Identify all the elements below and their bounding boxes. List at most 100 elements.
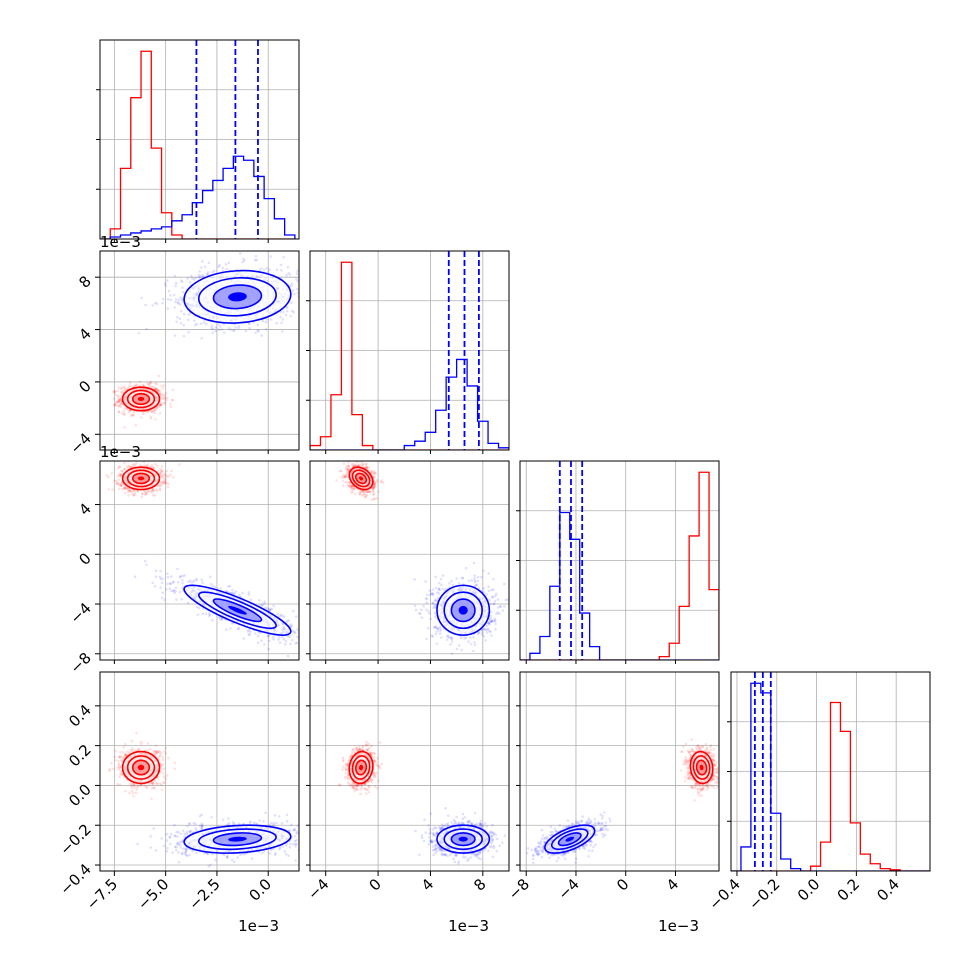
scatter-point <box>114 393 118 396</box>
scatter-point <box>344 475 347 479</box>
scatter-point <box>435 642 439 645</box>
scatter-point <box>225 267 229 271</box>
scatter-point <box>351 462 354 466</box>
scatter-point <box>278 641 282 644</box>
scatter-point <box>113 403 116 407</box>
scatter-point <box>126 490 130 494</box>
histogram-panel-2 <box>516 460 720 661</box>
scatter-point <box>205 322 208 326</box>
scatter-point <box>116 474 120 478</box>
scatter-point <box>285 619 289 623</box>
scatter-point <box>372 476 376 479</box>
scatter-point <box>377 490 380 493</box>
scatter-point <box>348 466 351 470</box>
histogram-frame <box>309 250 510 451</box>
scatter-point <box>155 302 159 306</box>
scatter-point <box>373 482 377 485</box>
scatter-point <box>361 489 364 493</box>
scatter-point <box>264 327 268 331</box>
scatter-point <box>149 489 153 493</box>
scatter-point <box>179 302 182 306</box>
scatter-point <box>154 387 158 391</box>
scatter-point <box>151 489 154 492</box>
scatter-point <box>344 481 348 484</box>
scatter-point <box>156 489 159 493</box>
scatter-point <box>193 323 197 327</box>
scatter-point <box>140 296 143 300</box>
scatter-point <box>255 258 259 262</box>
scatter-point <box>364 463 368 466</box>
scatter-point <box>307 640 310 643</box>
scatter-point <box>155 388 158 391</box>
scatter-point <box>174 298 178 301</box>
scatter-point <box>180 298 184 302</box>
scatter-point <box>179 309 183 313</box>
scatter-point <box>178 463 181 466</box>
scatter-point <box>204 612 208 616</box>
scatter-point <box>256 329 259 332</box>
scatter-point <box>247 322 251 325</box>
scatter-point <box>285 306 289 309</box>
scatter-point <box>150 463 154 467</box>
scatter-point <box>164 396 167 400</box>
scatter-point <box>230 621 233 625</box>
scatter-point <box>362 493 365 496</box>
scatter-point <box>206 272 209 276</box>
scatter-point <box>172 580 175 584</box>
scatter-point <box>125 487 129 490</box>
scatter-point <box>242 257 245 261</box>
scatter-point <box>127 493 130 497</box>
scatter-point <box>432 606 435 610</box>
scatter-point <box>155 387 159 391</box>
scatter-point <box>438 625 442 629</box>
scatter-point <box>372 497 376 501</box>
scatter-point <box>123 467 126 471</box>
scatter-point <box>157 484 160 488</box>
scatter-point <box>173 591 177 595</box>
scatter-point <box>115 400 119 403</box>
scatter-point <box>169 582 172 585</box>
scatter-point <box>133 493 136 497</box>
scatter-point <box>187 330 190 334</box>
scatter-point <box>151 488 154 492</box>
scatter-point <box>338 469 342 473</box>
scatter-point <box>286 654 290 658</box>
scatter-point <box>158 488 162 492</box>
scatter-point <box>237 626 241 630</box>
scatter-point <box>347 464 351 468</box>
scatter-point <box>346 480 350 484</box>
scatter-point <box>199 322 203 325</box>
scatter-point <box>496 611 500 614</box>
scatter-point <box>178 575 182 579</box>
scatter-point <box>123 486 126 489</box>
scatter-point <box>446 635 449 638</box>
scatter-point <box>172 589 175 592</box>
scatter-point <box>123 491 127 495</box>
density-fill-blue <box>213 285 262 309</box>
scatter-point <box>296 635 299 639</box>
scatter-point <box>145 464 148 468</box>
scatter-point <box>153 489 156 493</box>
scatter-point <box>217 265 221 268</box>
scatter-point <box>266 607 270 611</box>
scatter-point <box>365 462 368 466</box>
scatter-point <box>154 417 157 421</box>
scatter-point <box>143 493 147 496</box>
scatter-point <box>149 385 152 388</box>
scatter-point <box>160 480 163 484</box>
scatter-point <box>190 581 194 584</box>
scatter-point <box>371 474 375 478</box>
scatter-point <box>293 630 296 634</box>
scatter-point <box>161 577 164 581</box>
scatter-point <box>141 384 145 387</box>
scatter-point <box>266 270 270 274</box>
scatter-point <box>227 326 231 330</box>
scatter-point <box>304 628 307 631</box>
histogram-series-red <box>100 50 295 239</box>
scatter-point <box>117 483 121 487</box>
scatter-point <box>296 628 299 631</box>
scatter-point <box>296 279 299 283</box>
scatter-point <box>167 482 170 486</box>
scatter-point <box>283 642 287 646</box>
scatter-point <box>372 472 375 475</box>
